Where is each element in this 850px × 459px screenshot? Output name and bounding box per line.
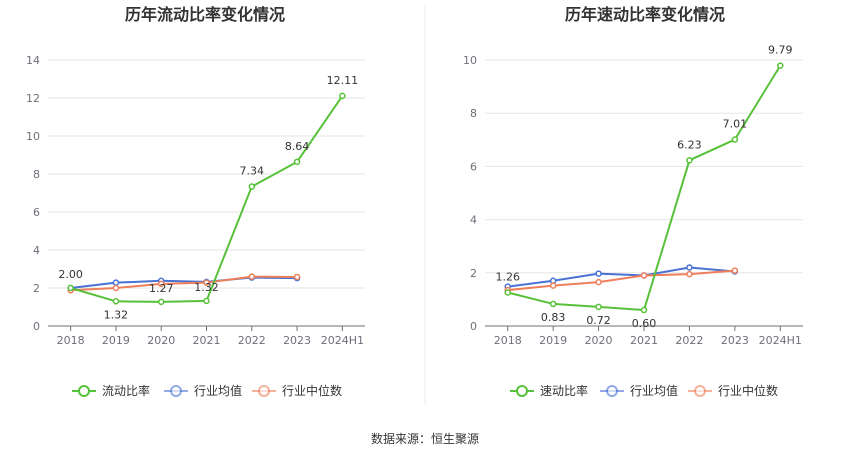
data-point[interactable] — [731, 136, 739, 143]
data-label: 12.11 — [327, 74, 359, 87]
y-tick-label: 0 — [470, 320, 477, 333]
data-label: 7.34 — [240, 165, 265, 178]
legend-item[interactable]: 速动比率 — [510, 383, 588, 398]
legend-label: 行业均值 — [630, 383, 678, 398]
data-label: 9.79 — [768, 44, 793, 57]
data-label: 0.83 — [541, 311, 566, 324]
data-point[interactable] — [203, 297, 210, 305]
data-source-label: 数据来源：恒生聚源 — [371, 431, 479, 446]
series-line — [70, 275, 298, 292]
data-label: 7.01 — [723, 118, 748, 131]
x-tick-label: 2022 — [238, 334, 266, 347]
legend-marker — [258, 385, 270, 397]
data-point[interactable] — [640, 306, 648, 314]
data-point[interactable] — [112, 279, 120, 286]
y-tick-label: 14 — [26, 54, 40, 67]
legend-label: 行业中位数 — [282, 383, 342, 398]
legend-item[interactable]: 流动比率 — [72, 383, 150, 398]
y-tick-label: 8 — [33, 168, 40, 181]
data-point[interactable] — [112, 298, 120, 305]
x-tick-label: 2020 — [585, 334, 613, 347]
data-label: 1.26 — [495, 270, 520, 283]
legend-item[interactable]: 行业中位数 — [688, 383, 778, 398]
data-point[interactable] — [595, 303, 602, 311]
legend-marker — [78, 385, 90, 397]
legend-label: 速动比率 — [540, 383, 588, 398]
current-ratio-chart: 历年流动比率变化情况 0 2 4 6 8 10 12 14 2018 2019 2020 2021 202… — [26, 5, 365, 398]
data-point[interactable] — [293, 158, 301, 166]
x-tick-label: 2024H1 — [759, 334, 802, 347]
y-tick-label: 6 — [33, 206, 40, 219]
legend-item[interactable]: 行业中位数 — [252, 383, 342, 398]
y-tick-label: 10 — [463, 54, 477, 67]
x-tick-label: 2020 — [147, 334, 175, 347]
data-point[interactable] — [686, 157, 693, 164]
data-point[interactable] — [293, 273, 301, 281]
x-tick-label: 2019 — [539, 334, 567, 347]
data-point[interactable] — [686, 270, 693, 278]
y-tick-label: 6 — [470, 160, 477, 173]
data-point[interactable] — [549, 282, 557, 289]
legend-label: 流动比率 — [102, 383, 150, 398]
series-line — [507, 266, 735, 288]
x-tick-label: 2018 — [494, 334, 522, 347]
data-point[interactable] — [203, 279, 210, 286]
legend-marker — [516, 385, 528, 397]
series-line — [70, 95, 344, 303]
data-label: 0.72 — [586, 314, 611, 327]
data-point[interactable] — [339, 92, 346, 100]
y-tick-label: 4 — [33, 244, 40, 257]
data-point[interactable] — [157, 298, 165, 306]
y-tick-label: 8 — [470, 107, 477, 120]
y-tick-label: 10 — [26, 130, 40, 143]
chart-title: 历年速动比率变化情况 — [565, 5, 725, 24]
data-label: 1.32 — [194, 281, 219, 294]
y-tick-label: 12 — [26, 92, 40, 105]
data-point[interactable] — [777, 62, 784, 69]
legend-marker — [694, 385, 706, 397]
legend-label: 行业中位数 — [718, 383, 778, 398]
data-label: 1.32 — [104, 308, 129, 321]
legend-marker — [170, 385, 182, 397]
x-tick-label: 2021 — [193, 334, 221, 347]
data-point[interactable] — [248, 183, 256, 190]
data-point[interactable] — [595, 270, 602, 277]
x-tick-label: 2018 — [57, 334, 85, 347]
x-tick-label: 2019 — [102, 334, 130, 347]
data-point[interactable] — [549, 300, 557, 308]
data-label: 1.27 — [149, 282, 174, 295]
data-label: 0.60 — [632, 317, 657, 330]
y-tick-label: 0 — [33, 320, 40, 333]
data-label: 6.23 — [677, 138, 702, 151]
data-point[interactable] — [248, 273, 256, 280]
y-tick-label: 4 — [470, 214, 477, 227]
data-point[interactable] — [640, 272, 648, 279]
data-point[interactable] — [157, 280, 165, 288]
data-point[interactable] — [686, 264, 693, 271]
data-point[interactable] — [67, 284, 74, 292]
x-tick-label: 2023 — [721, 334, 749, 347]
legend-item[interactable]: 行业均值 — [600, 383, 678, 398]
data-point[interactable] — [731, 267, 739, 274]
quick-ratio-chart: 历年速动比率变化情况 0 2 4 6 8 10 2018 2019 2020 2021 2022 202… — [463, 5, 803, 398]
legend-label: 行业均值 — [194, 383, 242, 398]
x-tick-label: 2022 — [675, 334, 703, 347]
legend-marker — [606, 385, 618, 397]
y-tick-label: 2 — [33, 282, 40, 295]
x-tick-label: 2024H1 — [321, 334, 364, 347]
data-point[interactable] — [504, 289, 511, 296]
data-label: 8.64 — [285, 140, 310, 153]
data-label: 2.00 — [58, 268, 83, 281]
series-line — [507, 269, 735, 292]
data-point[interactable] — [112, 284, 120, 292]
x-tick-label: 2021 — [630, 334, 658, 347]
legend-item[interactable]: 行业均值 — [164, 383, 242, 398]
chart-title: 历年流动比率变化情况 — [125, 5, 285, 24]
x-tick-label: 2023 — [283, 334, 311, 347]
data-point[interactable] — [595, 278, 602, 286]
y-tick-label: 2 — [470, 267, 477, 280]
